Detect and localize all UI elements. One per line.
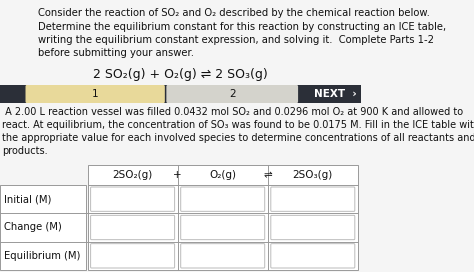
- Bar: [88, 165, 358, 270]
- FancyBboxPatch shape: [181, 187, 264, 211]
- FancyBboxPatch shape: [271, 187, 355, 211]
- Text: 2SO₂(g): 2SO₂(g): [112, 170, 153, 180]
- Bar: [0, 85, 361, 103]
- Bar: [0, 185, 86, 270]
- Text: products.: products.: [2, 146, 48, 156]
- Text: O₂(g): O₂(g): [209, 170, 236, 180]
- Text: +: +: [173, 170, 182, 180]
- Text: NEXT  ›: NEXT ›: [314, 89, 356, 99]
- FancyBboxPatch shape: [91, 187, 174, 211]
- Text: A 2.00 L reaction vessel was filled 0.0432 mol SO₂ and 0.0296 mol O₂ at 900 K an: A 2.00 L reaction vessel was filled 0.04…: [2, 107, 464, 117]
- FancyBboxPatch shape: [271, 244, 355, 268]
- Text: before submitting your answer.: before submitting your answer.: [38, 48, 194, 58]
- FancyBboxPatch shape: [91, 215, 174, 240]
- Text: ⇌: ⇌: [264, 170, 272, 180]
- Text: Equilibrium (M): Equilibrium (M): [4, 251, 80, 261]
- FancyBboxPatch shape: [181, 244, 264, 268]
- Text: react. At equilibrium, the concentration of SO₃ was found to be 0.0175 M. Fill i: react. At equilibrium, the concentration…: [2, 120, 474, 130]
- Text: Initial (M): Initial (M): [4, 194, 51, 204]
- Text: writing the equilibrium constant expression, and solving it.  Complete Parts 1-2: writing the equilibrium constant express…: [38, 35, 434, 45]
- Text: Determine the equilibrium constant for this reaction by constructing an ICE tabl: Determine the equilibrium constant for t…: [38, 21, 446, 32]
- Text: 1: 1: [92, 89, 99, 99]
- FancyBboxPatch shape: [166, 85, 298, 103]
- Text: the appropriate value for each involved species to determine concentrations of a: the appropriate value for each involved …: [2, 133, 474, 143]
- Text: Consider the reaction of SO₂ and O₂ described by the chemical reaction below.: Consider the reaction of SO₂ and O₂ desc…: [38, 8, 430, 18]
- Text: 2: 2: [229, 89, 236, 99]
- FancyBboxPatch shape: [181, 215, 264, 240]
- Text: Change (M): Change (M): [4, 222, 62, 233]
- Text: 2SO₃(g): 2SO₃(g): [292, 170, 333, 180]
- FancyBboxPatch shape: [91, 244, 174, 268]
- FancyBboxPatch shape: [26, 85, 165, 103]
- Text: 2 SO₂(g) + O₂(g) ⇌ 2 SO₃(g): 2 SO₂(g) + O₂(g) ⇌ 2 SO₃(g): [93, 68, 268, 81]
- FancyBboxPatch shape: [271, 215, 355, 240]
